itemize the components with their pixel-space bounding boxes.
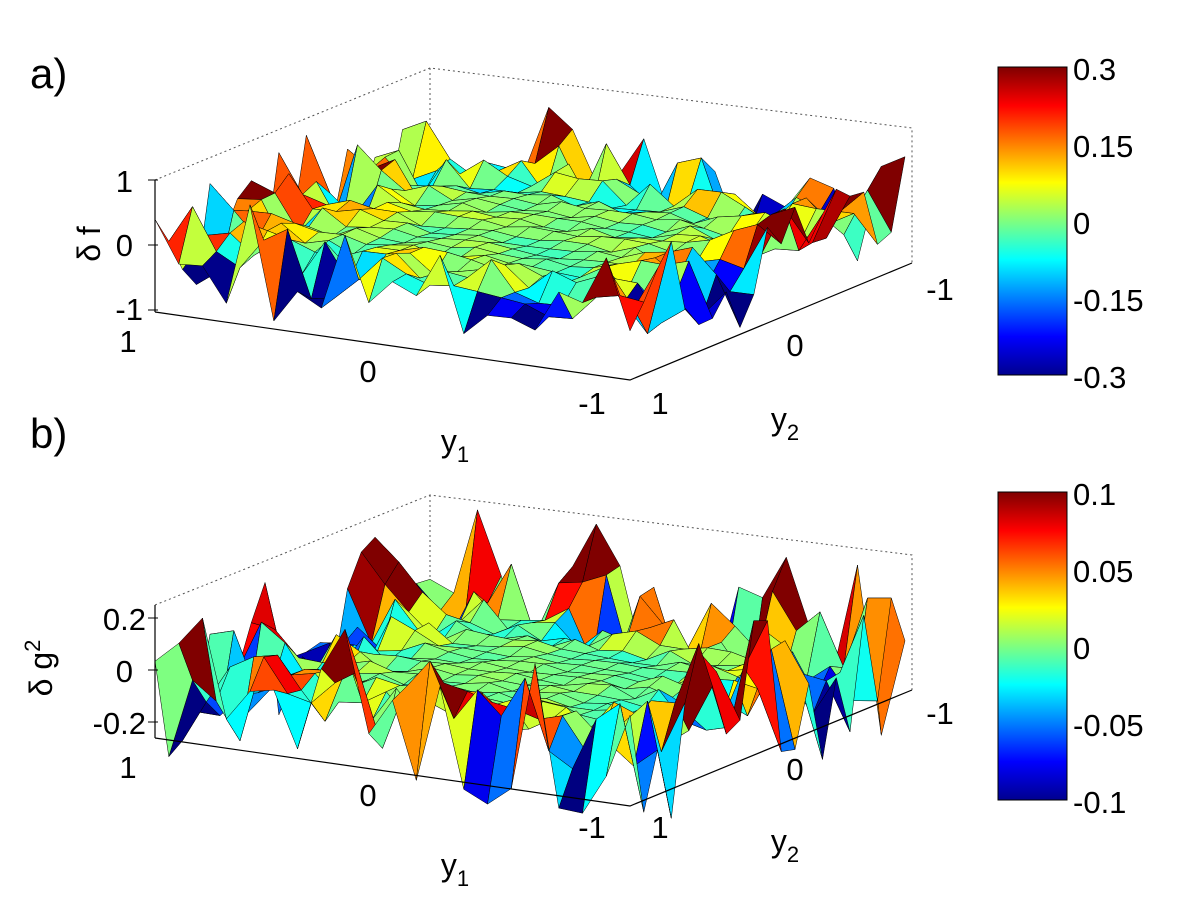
panel-a: a) 1 0 -1 δ f 1 0 -1 y1 1 0 xyxy=(30,50,1144,467)
panel-b-x-ticks: 1 0 -1 xyxy=(119,750,605,845)
panel-a-z-ticks: 1 0 -1 xyxy=(115,164,158,327)
panel-b-ytick-2: 0 xyxy=(786,752,803,787)
panel-b-z-ticks: 0.2 0 -0.2 xyxy=(93,602,158,741)
panel-a-y-ticks: 1 0 -1 xyxy=(651,272,953,421)
panel-a-xtick-1: 1 xyxy=(119,324,136,359)
panel-a-cbar-tick-3: 0 xyxy=(1073,206,1090,241)
surface-patch xyxy=(606,703,645,813)
panel-a-ytick-1: 1 xyxy=(651,386,668,421)
panel-b-xtick-3: -1 xyxy=(578,810,606,845)
panel-a-colorbar: 0.3 0.15 0 -0.15 -0.3 xyxy=(997,52,1144,395)
panel-a-label: a) xyxy=(30,50,67,97)
panel-a-ztick-bottom: -1 xyxy=(115,292,143,327)
panel-b-cbar-tick-5: -0.1 xyxy=(1073,785,1126,820)
panel-a-xlabel: y1 xyxy=(441,423,469,467)
panel-b-xtick-2: 0 xyxy=(359,778,376,813)
panel-a-ztick-top: 1 xyxy=(116,164,133,199)
panel-b-cbar-tick-4: -0.05 xyxy=(1073,708,1144,743)
panel-b-colorbar: 0.1 0.05 0 -0.05 -0.1 xyxy=(997,477,1144,820)
panel-a-cbar-tick-4: -0.15 xyxy=(1073,283,1144,318)
panel-a-xtick-3: -1 xyxy=(578,386,606,421)
panel-a-ytick-2: 0 xyxy=(786,328,803,363)
panel-b-cbar-tick-2: 0.05 xyxy=(1073,554,1133,589)
surface-patch xyxy=(606,257,645,332)
panel-a-surface xyxy=(154,106,906,335)
panel-b-ytick-3: -1 xyxy=(926,696,954,731)
panel-a-cbar-tick-5: -0.3 xyxy=(1073,360,1126,395)
panel-b-surface xyxy=(154,509,906,819)
panel-b-xlabel: y1 xyxy=(441,847,469,891)
panel-b-y-ticks: 1 0 -1 xyxy=(651,696,953,845)
panel-a-x-ticks: 1 0 -1 xyxy=(119,324,605,421)
panel-a-zlabel: δ f xyxy=(71,226,107,262)
panel-b-ytick-1: 1 xyxy=(651,810,668,845)
panel-a-cbar-tick-1: 0.3 xyxy=(1073,52,1116,87)
panel-b-ztick-bottom: -0.2 xyxy=(93,706,146,741)
panel-b-ylabel: y2 xyxy=(771,823,799,867)
panel-b-axis-lines xyxy=(154,605,913,807)
panel-b-cbar-tick-3: 0 xyxy=(1073,631,1090,666)
panel-a-ytick-3: -1 xyxy=(926,272,954,307)
panel-b-xtick-1: 1 xyxy=(119,750,136,785)
panel-a-cbar-tick-2: 0.15 xyxy=(1073,129,1133,164)
panel-a-ztick-mid: 0 xyxy=(116,228,133,263)
panel-b-label: b) xyxy=(30,410,67,457)
panel-b-ztick-top: 0.2 xyxy=(103,602,146,637)
panel-b-ztick-mid: 0 xyxy=(116,654,133,689)
panel-b-zlabel: δ g2 xyxy=(20,640,59,697)
panel-b-cbar-tick-1: 0.1 xyxy=(1073,477,1116,512)
panel-a-xtick-2: 0 xyxy=(359,354,376,389)
panel-a-axis-lines xyxy=(154,180,913,381)
panel-b: b) 0.2 0 -0.2 δ g2 1 0 -1 y1 1 0 -1 xyxy=(20,410,1144,891)
panel-a-ylabel: y2 xyxy=(771,401,799,445)
